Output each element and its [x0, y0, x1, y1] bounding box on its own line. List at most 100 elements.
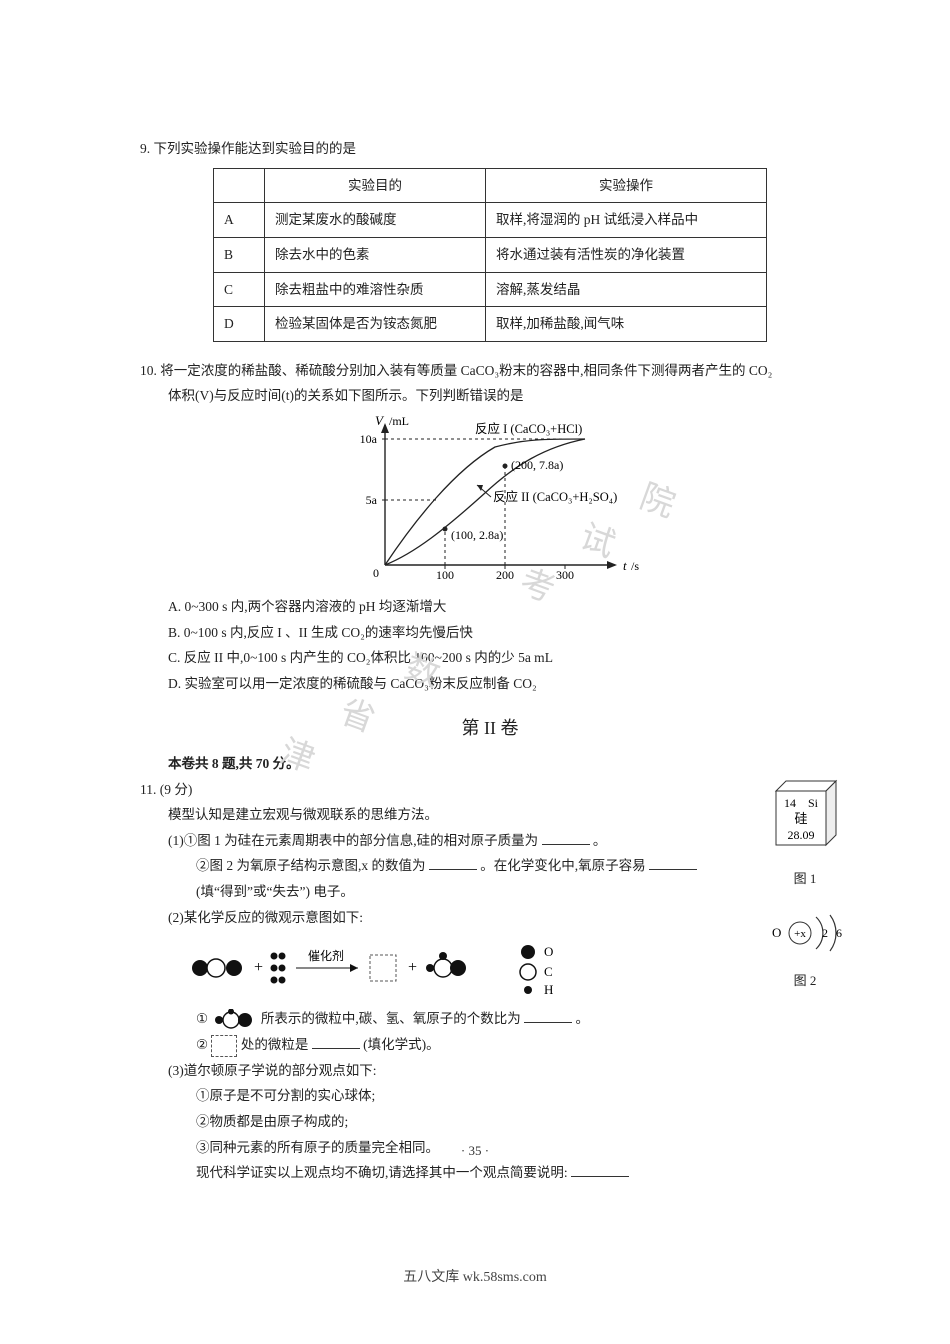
- q10-option-a: A. 0~300 s 内,两个容器内溶液的 pH 均逐渐增大: [140, 594, 840, 620]
- table-header: [214, 168, 265, 203]
- table-row: C 除去粗盐中的难溶性杂质 溶解,蒸发结晶: [214, 272, 767, 307]
- fill-blank[interactable]: [312, 1035, 360, 1050]
- svg-text:H: H: [544, 982, 553, 997]
- table-row: B 除去水中的色素 将水通过装有活性炭的净化装置: [214, 237, 767, 272]
- text: 现代科学证实以上观点均不确切,请选择其中一个观点简要说明:: [196, 1165, 568, 1180]
- reaction-diagram: + 催化剂 + O C H: [188, 938, 618, 998]
- table-cell: C: [214, 272, 265, 307]
- q10-stem-line1: 10. 将一定浓度的稀盐酸、稀硫酸分别加入装有等质量 CaCO₃粉末的容器中,相…: [140, 358, 840, 384]
- text: ②: [196, 1037, 208, 1052]
- figure-2-caption: 图 2: [770, 969, 840, 994]
- svg-text:反应 I (CaCO₃+HCl): 反应 I (CaCO₃+HCl): [475, 421, 582, 436]
- svg-text:(200, 7.8a): (200, 7.8a): [511, 458, 563, 472]
- table-row: A 测定某废水的酸碱度 取样,将湿润的 pH 试纸浸入样品中: [214, 203, 767, 238]
- q10-stem-line2: 体积(V)与反应时间(t)的关系如下图所示。下列判断错误的是: [140, 383, 840, 409]
- part2-title: 第 II 卷: [140, 711, 840, 745]
- figure-1-caption: 图 1: [770, 867, 840, 892]
- q11-p2: (2)某化学反应的微观示意图如下:: [140, 905, 840, 931]
- table-cell: A: [214, 203, 265, 238]
- q11-wrap: 14 Si 硅 28.09 图 1 O +x 2 6 图 2 11. (9 分)…: [140, 777, 840, 1186]
- svg-text:/s: /s: [631, 559, 639, 573]
- q11-p1c: (填“得到”或“失去”) 电子。: [140, 879, 840, 905]
- fill-blank[interactable]: [571, 1163, 629, 1178]
- fill-blank[interactable]: [524, 1009, 572, 1024]
- table-row: D 检验某固体是否为铵态氮肥 取样,加稀盐酸,闻气味: [214, 307, 767, 342]
- table-header: 实验目的: [265, 168, 486, 203]
- dotted-box-icon: [211, 1035, 237, 1057]
- fill-blank[interactable]: [649, 856, 697, 871]
- q9-stem: 9. 下列实验操作能达到实验目的的是: [140, 136, 840, 162]
- q10-option-b: B. 0~100 s 内,反应 I 、II 生成 CO₂的速率均先慢后快: [140, 620, 840, 646]
- table-cell: 将水通过装有活性炭的净化装置: [486, 237, 767, 272]
- q11-p1b: ②图 2 为氧原子结构示意图,x 的数值为 。在化学变化中,氧原子容易: [140, 853, 840, 879]
- svg-text:硅: 硅: [794, 811, 807, 826]
- table-row: 实验目的 实验操作: [214, 168, 767, 203]
- svg-text:V: V: [375, 415, 385, 428]
- table-header: 实验操作: [486, 168, 767, 203]
- text: ②图 2 为氧原子结构示意图,x 的数值为: [196, 858, 426, 873]
- element-tile-icon: 14 Si 硅 28.09: [770, 777, 840, 859]
- atom-structure-icon: O +x 2 6: [770, 907, 848, 961]
- svg-text:10a: 10a: [360, 432, 378, 446]
- svg-text:t: t: [623, 558, 627, 573]
- q11-header: 11. (9 分): [140, 777, 840, 803]
- svg-text:O: O: [772, 925, 781, 940]
- svg-text:反应 II (CaCO₃+H₂SO₄): 反应 II (CaCO₃+H₂SO₄): [493, 489, 617, 504]
- text: 。在化学变化中,氧原子容易: [480, 858, 645, 873]
- q11-p3-item: ①原子是不可分割的实心球体;: [140, 1083, 840, 1109]
- table-cell: D: [214, 307, 265, 342]
- q11-p2a: ① 所表示的微粒中,碳、氢、氧原子的个数比为 。: [140, 1006, 840, 1032]
- text: 处的微粒是: [241, 1037, 309, 1052]
- page-number: · 35 ·: [0, 1139, 950, 1164]
- table-cell: 检验某固体是否为铵态氮肥: [265, 307, 486, 342]
- q9-table: 实验目的 实验操作 A 测定某废水的酸碱度 取样,将湿润的 pH 试纸浸入样品中…: [213, 168, 767, 342]
- svg-text:2: 2: [822, 926, 828, 940]
- page: 院 试 考 数 省 津 9. 下列实验操作能达到实验目的的是 实验目的 实验操作…: [0, 0, 950, 1344]
- svg-text:6: 6: [836, 926, 842, 940]
- figure-1: 14 Si 硅 28.09 图 1: [770, 777, 840, 892]
- text: 所表示的微粒中,碳、氢、氧原子的个数比为: [261, 1011, 521, 1026]
- q11-p3-item: ②物质都是由原子构成的;: [140, 1109, 840, 1135]
- svg-text:C: C: [544, 964, 553, 979]
- q10-chart: V /mL t /s 0 100 200 300 5a 10a: [325, 415, 655, 590]
- svg-text:催化剂: 催化剂: [308, 948, 344, 963]
- q11-p1a: (1)①图 1 为硅在元素周期表中的部分信息,硅的相对原子质量为 。: [140, 828, 840, 854]
- svg-text:14: 14: [784, 796, 796, 810]
- svg-text:(100, 2.8a): (100, 2.8a): [451, 528, 503, 542]
- table-cell: 除去粗盐中的难溶性杂质: [265, 272, 486, 307]
- svg-text:+: +: [254, 959, 263, 976]
- svg-text:5a: 5a: [366, 493, 378, 507]
- molecule-icon: [211, 1009, 257, 1031]
- q11-p2b: ② 处的微粒是 (填化学式)。: [140, 1032, 840, 1058]
- q11-p3-head: (3)道尔顿原子学说的部分观点如下:: [140, 1058, 840, 1084]
- part2-note: 本卷共 8 题,共 70 分。: [140, 751, 840, 777]
- table-cell: 取样,将湿润的 pH 试纸浸入样品中: [486, 203, 767, 238]
- svg-text:28.09: 28.09: [788, 828, 815, 842]
- text: 。: [575, 1011, 589, 1026]
- q11-p3-tail: 现代科学证实以上观点均不确切,请选择其中一个观点简要说明:: [140, 1160, 840, 1186]
- svg-text:200: 200: [496, 568, 514, 582]
- table-cell: 溶解,蒸发结晶: [486, 272, 767, 307]
- table-cell: 除去水中的色素: [265, 237, 486, 272]
- figure-2: O +x 2 6 图 2: [770, 907, 840, 994]
- svg-text:O: O: [544, 944, 553, 959]
- svg-text:Si: Si: [808, 796, 819, 810]
- svg-text:+: +: [408, 959, 417, 976]
- svg-text:100: 100: [436, 568, 454, 582]
- svg-text:+x: +x: [794, 928, 806, 940]
- svg-text:0: 0: [373, 566, 379, 580]
- svg-text:/mL: /mL: [389, 415, 409, 428]
- fill-blank[interactable]: [542, 830, 590, 845]
- footer-text: 五八文库 wk.58sms.com: [0, 1265, 950, 1292]
- text: (填化学式)。: [363, 1037, 440, 1052]
- table-cell: 测定某废水的酸碱度: [265, 203, 486, 238]
- table-cell: B: [214, 237, 265, 272]
- text: ①: [196, 1011, 208, 1026]
- fill-blank[interactable]: [429, 856, 477, 871]
- table-cell: 取样,加稀盐酸,闻气味: [486, 307, 767, 342]
- svg-text:300: 300: [556, 568, 574, 582]
- text: (1)①图 1 为硅在元素周期表中的部分信息,硅的相对原子质量为: [168, 833, 538, 848]
- q10-option-d: D. 实验室可以用一定浓度的稀硫酸与 CaCO₃粉末反应制备 CO₂: [140, 671, 840, 697]
- q10-option-c: C. 反应 II 中,0~100 s 内产生的 CO₂体积比 100~200 s…: [140, 645, 840, 671]
- q11-intro: 模型认知是建立宏观与微观联系的思维方法。: [140, 802, 840, 828]
